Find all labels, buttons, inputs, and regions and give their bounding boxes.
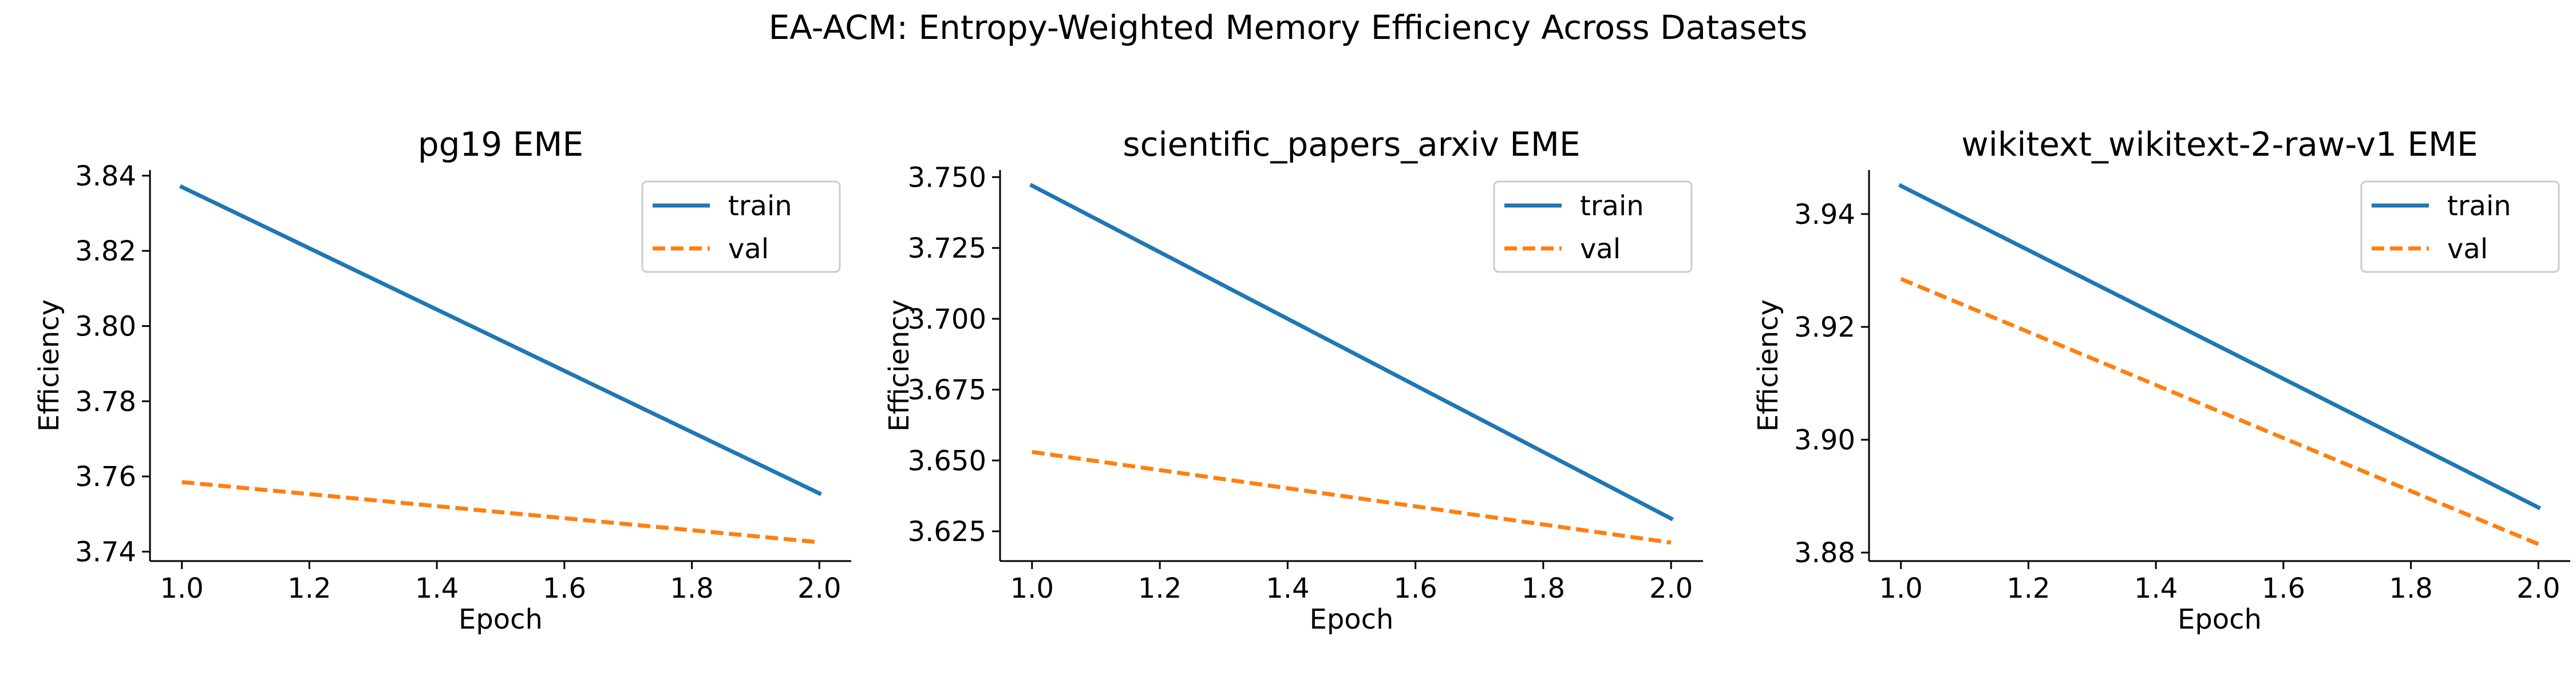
legend-label-val: val — [728, 233, 769, 265]
legend: train val — [641, 180, 841, 273]
series-line-train — [1898, 183, 2542, 511]
y-tick-label: 3.94 — [1794, 199, 1855, 231]
series-line-train — [1029, 183, 1674, 522]
x-tick-label: 2.0 — [1649, 572, 1693, 605]
figure-title: EA-ACM: Entropy-Weighted Memory Efficien… — [769, 8, 1808, 47]
x-tick-label: 1.0 — [160, 572, 204, 605]
series-line-val — [181, 480, 820, 544]
x-tick-label: 1.6 — [543, 572, 586, 605]
y-tick-label: 3.92 — [1794, 311, 1855, 344]
x-axis-label: Epoch — [2178, 603, 2262, 635]
x-tick-label: 1.2 — [2006, 572, 2050, 605]
x-tick-label: 1.0 — [1010, 572, 1054, 605]
chart-panel-1: pg19 EME 1.0 1.2 1.4 1.6 1.8 2.0 3.74 3.76 3.78 3.… — [33, 125, 851, 635]
x-tick-label: 1.4 — [1266, 572, 1309, 605]
series-line-train — [179, 184, 822, 496]
x-tick-label: 1.2 — [287, 572, 331, 605]
y-tick-label: 3.725 — [908, 232, 986, 264]
panel-title: scientific_papers_arxiv EME — [1123, 125, 1580, 164]
y-tick-label: 3.700 — [908, 303, 986, 335]
series-line-val — [1032, 450, 1672, 545]
x-tick-label: 1.8 — [1522, 572, 1565, 605]
y-tick-label: 3.675 — [908, 374, 986, 406]
legend-label-train: train — [1580, 190, 1644, 222]
y-tick-label: 3.625 — [908, 516, 986, 548]
y-tick-label: 3.90 — [1794, 424, 1855, 456]
chart-panel-2: scientific_papers_arxiv EME 1.0 1.2 1.4 1.6 1… — [883, 125, 1703, 635]
x-tick-label: 1.8 — [670, 572, 713, 605]
x-axis-label: Epoch — [459, 603, 543, 635]
x-tick-label: 1.0 — [1879, 572, 1923, 605]
legend-label-val: val — [2447, 233, 2488, 265]
legend: train val — [1493, 180, 1693, 273]
series-line-val — [1900, 277, 2539, 546]
y-tick-label: 3.84 — [75, 160, 136, 192]
x-tick-label: 2.0 — [2516, 572, 2560, 605]
x-tick-label: 1.6 — [1393, 572, 1437, 605]
legend-label-val: val — [1580, 233, 1621, 265]
x-axis-label: Epoch — [1310, 603, 1394, 635]
y-tick-label: 3.78 — [75, 386, 136, 418]
legend-label-train: train — [728, 190, 792, 222]
y-tick-label: 3.750 — [908, 161, 986, 194]
y-axis-label: Efficiency — [33, 299, 65, 432]
x-tick-label: 1.2 — [1138, 572, 1182, 605]
x-tick-label: 1.4 — [2134, 572, 2178, 605]
y-tick-label: 3.82 — [75, 235, 136, 267]
chart-panel-3: wikitext_wikitext-2-raw-v1 EME 1.0 1.2 1.4 1… — [1752, 125, 2570, 635]
y-tick-label: 3.650 — [908, 445, 986, 477]
y-tick-label: 3.80 — [75, 311, 136, 343]
panel-title: pg19 EME — [418, 125, 583, 164]
legend: train val — [2360, 180, 2560, 273]
y-axis-label: Efficiency — [1752, 299, 1784, 432]
x-tick-label: 1.6 — [2262, 572, 2305, 605]
legend-label-train: train — [2447, 190, 2511, 222]
y-axis-label: Efficiency — [883, 299, 915, 432]
y-tick-label: 3.74 — [75, 536, 136, 568]
x-tick-label: 1.4 — [415, 572, 459, 605]
panel-title: wikitext_wikitext-2-raw-v1 EME — [1961, 125, 2478, 164]
x-tick-label: 1.8 — [2389, 572, 2432, 605]
y-tick-label: 3.88 — [1794, 537, 1855, 569]
y-tick-label: 3.76 — [75, 461, 136, 493]
x-tick-label: 2.0 — [797, 572, 841, 605]
